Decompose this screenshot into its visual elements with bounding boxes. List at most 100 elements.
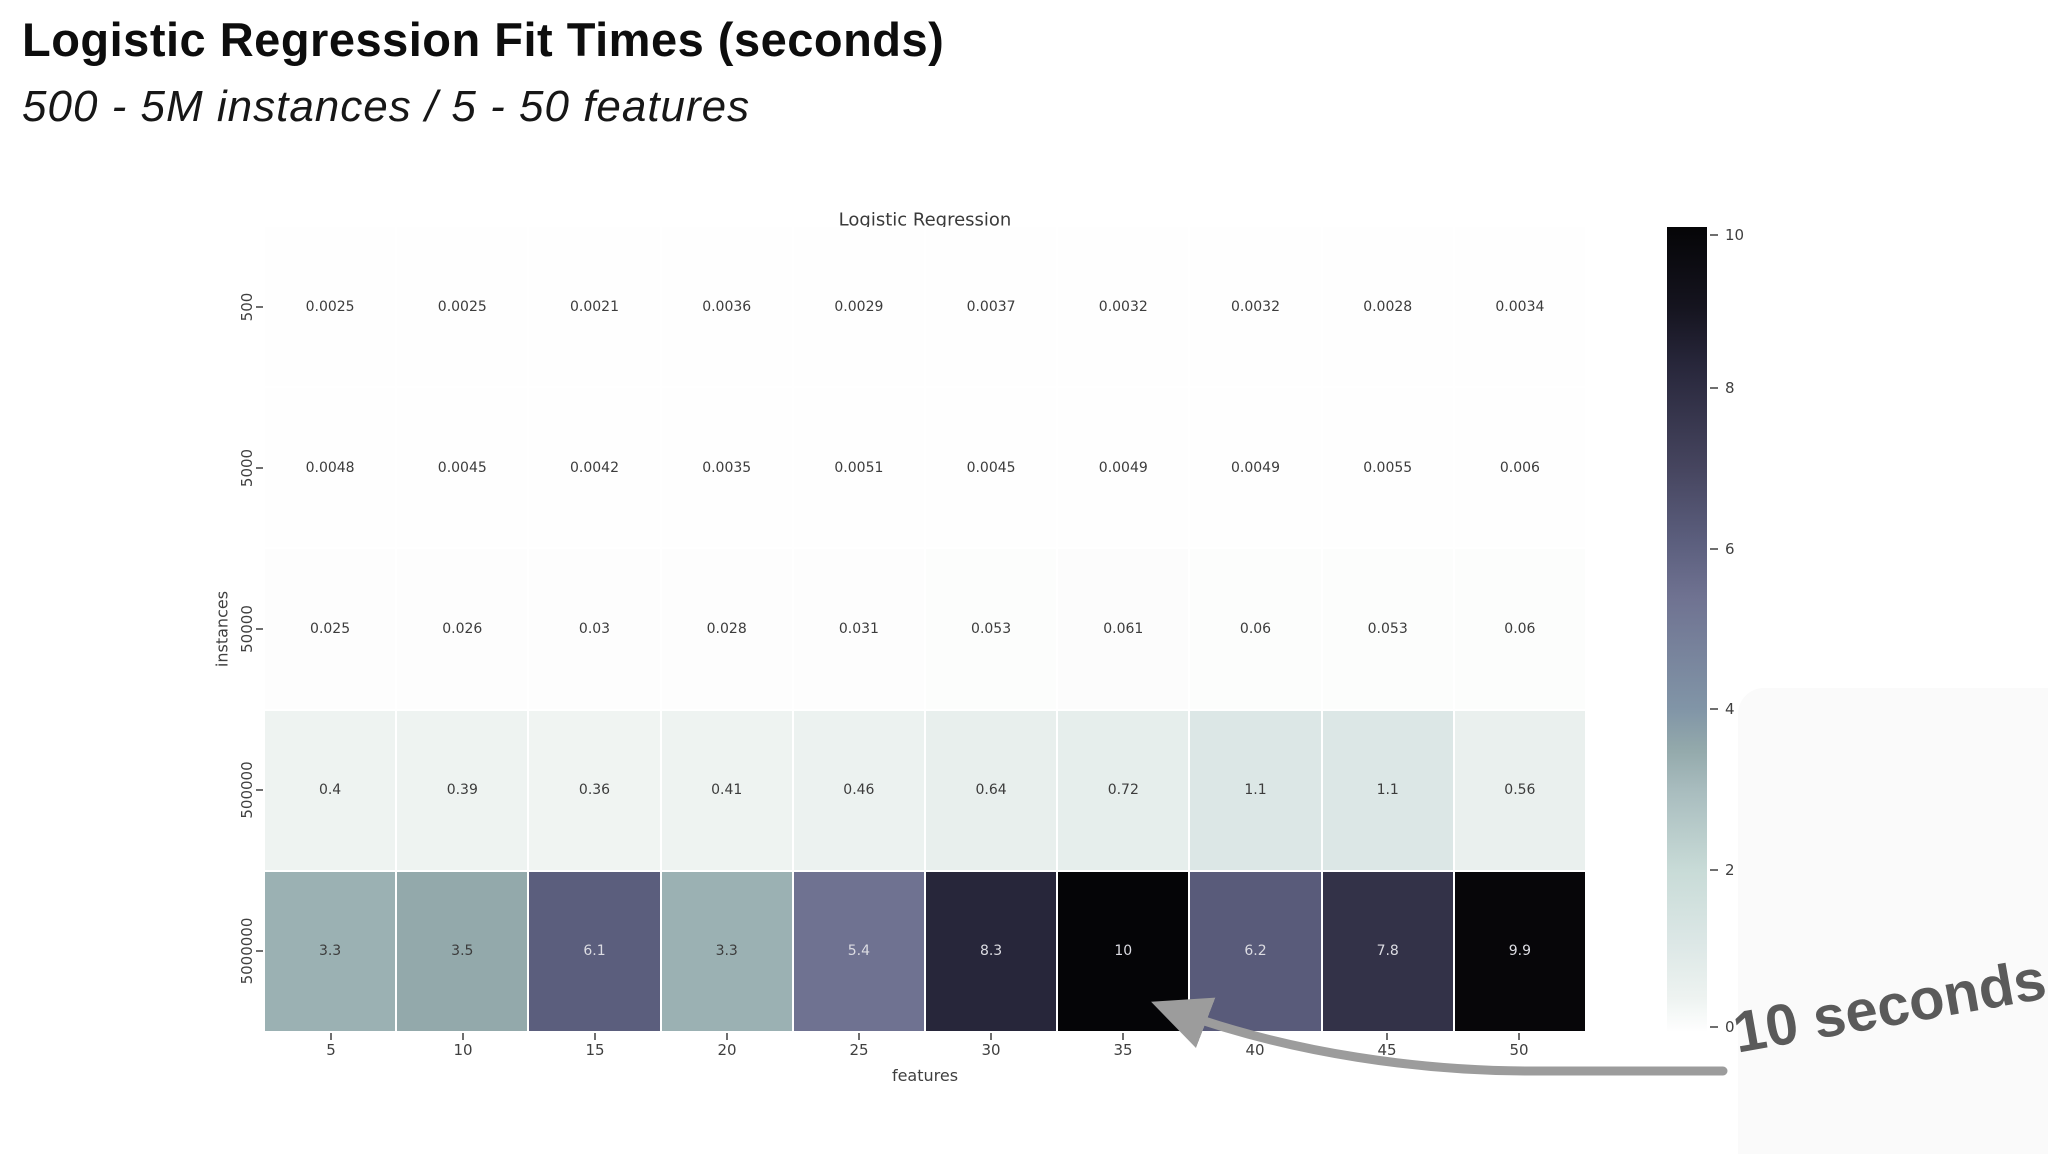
- cell-500000-15: 0.36: [529, 710, 660, 870]
- x-tick-mark: [990, 1033, 992, 1040]
- cell-50000-50: 0.06: [1454, 549, 1585, 709]
- y-tick-500: 500: [238, 293, 256, 322]
- cell-500-45: 0.0028: [1322, 227, 1453, 387]
- y-tick-mark: [256, 306, 263, 309]
- cell-5000-15: 0.0042: [529, 388, 660, 548]
- x-axis-label: features: [891, 1066, 959, 1085]
- cell-500000-5: 0.4: [265, 710, 396, 870]
- x-tick-mark: [1386, 1033, 1388, 1040]
- cell-500-25: 0.0029: [793, 227, 924, 387]
- x-tick-mark: [1122, 1033, 1124, 1040]
- cell-50000-45: 0.053: [1322, 549, 1453, 709]
- cell-500-30: 0.0037: [925, 227, 1057, 387]
- x-tick-20: 20: [717, 1041, 737, 1059]
- colorbar-tick-mark: [1710, 708, 1718, 711]
- x-tick-35: 35: [1113, 1041, 1133, 1059]
- cell-5000-20: 0.0035: [661, 388, 792, 548]
- colorbar-tick-0: 0: [1725, 1018, 1735, 1036]
- cell-500000-50: 0.56: [1454, 710, 1585, 870]
- x-tick-10: 10: [453, 1041, 473, 1059]
- y-tick-mark: [256, 467, 263, 470]
- cell-50000-40: 0.06: [1190, 549, 1321, 709]
- y-axis-label: instances: [212, 590, 232, 668]
- cell-500000-25: 0.46: [793, 710, 924, 870]
- cell-50000-5: 0.025: [265, 549, 396, 709]
- cell-5000-45: 0.0055: [1322, 388, 1453, 548]
- y-tick-mark: [256, 628, 263, 630]
- cell-50000-35: 0.061: [1058, 549, 1189, 709]
- y-tick-500000: 500000: [238, 761, 256, 819]
- y-tick-5000000: 5000000: [238, 917, 256, 984]
- cell-500-5: 0.0025: [265, 227, 396, 387]
- x-tick-5: 5: [326, 1041, 336, 1059]
- colorbar-tick-mark: [1710, 547, 1718, 550]
- y-tick-mark: [256, 788, 263, 791]
- page-title: Logistic Regression Fit Times (seconds): [22, 13, 945, 66]
- x-tick-mark: [858, 1033, 860, 1040]
- cell-500000-35: 0.72: [1058, 710, 1189, 870]
- cell-500-35: 0.0032: [1058, 227, 1189, 387]
- cell-50000-20: 0.028: [661, 549, 792, 709]
- cell-5000000-20: 3.3: [661, 871, 792, 1031]
- cell-5000-35: 0.0049: [1058, 388, 1189, 548]
- cell-5000000-30: 8.3: [925, 871, 1057, 1031]
- colorbar-tick-2: 2: [1725, 861, 1735, 880]
- cell-50000-25: 0.031: [793, 549, 924, 709]
- cell-500-20: 0.0036: [661, 227, 792, 387]
- cell-5000-50: 0.006: [1454, 388, 1585, 548]
- x-tick-mark: [1518, 1033, 1520, 1040]
- cell-5000-40: 0.0049: [1190, 388, 1321, 548]
- cell-500000-45: 1.1: [1322, 710, 1453, 870]
- cell-500000-40: 1.1: [1190, 710, 1321, 870]
- y-tick-50000: 50000: [238, 605, 256, 653]
- cell-5000000-35: 10: [1058, 871, 1189, 1031]
- colorbar-tick-10: 10: [1725, 226, 1745, 244]
- colorbar-tick-4: 4: [1725, 700, 1735, 719]
- cell-500000-30: 0.64: [925, 710, 1057, 870]
- x-tick-mark: [1254, 1033, 1256, 1040]
- cell-500000-10: 0.39: [397, 710, 528, 870]
- cell-50000-15: 0.03: [529, 549, 660, 709]
- y-tick-5000: 5000: [238, 449, 256, 488]
- cell-500-10: 0.0025: [397, 227, 528, 387]
- x-tick-25: 25: [849, 1041, 869, 1059]
- colorbar: [1667, 227, 1707, 1031]
- cell-50000-10: 0.026: [397, 549, 528, 709]
- colorbar-tick-6: 6: [1725, 539, 1735, 558]
- cell-5000000-25: 5.4: [793, 871, 924, 1031]
- cell-500-50: 0.0034: [1454, 227, 1585, 387]
- colorbar-tick-8: 8: [1725, 378, 1735, 397]
- x-tick-mark: [726, 1033, 728, 1040]
- cell-50000-30: 0.053: [925, 549, 1057, 709]
- cell-5000-30: 0.0045: [925, 388, 1057, 548]
- cell-5000000-50: 9.9: [1454, 871, 1585, 1031]
- cell-5000000-40: 6.2: [1190, 871, 1321, 1031]
- colorbar-tick-mark: [1710, 234, 1718, 236]
- x-tick-30: 30: [981, 1041, 1001, 1059]
- colorbar-tick-mark: [1710, 869, 1718, 872]
- x-tick-mark: [462, 1033, 464, 1040]
- x-tick-mark: [330, 1033, 332, 1040]
- colorbar-tick-mark: [1710, 1026, 1718, 1028]
- heatmap: 0.0025 0.0025 0.0021 0.0036 0.0029 0.0037 0.00…: [265, 227, 1585, 1031]
- x-tick-40: 40: [1245, 1041, 1265, 1059]
- colorbar-tick-mark: [1710, 386, 1718, 389]
- cell-5000000-45: 7.8: [1322, 871, 1453, 1031]
- x-tick-50: 50: [1509, 1041, 1529, 1059]
- x-tick-45: 45: [1377, 1041, 1397, 1059]
- cell-500000-20: 0.41: [661, 710, 792, 870]
- chart-title: Logistic Regression: [838, 209, 1012, 231]
- cell-5000000-15: 6.1: [529, 871, 660, 1031]
- cell-5000-25: 0.0051: [793, 388, 924, 548]
- cell-500-40: 0.0032: [1190, 227, 1321, 387]
- page-subtitle: 500 - 5M instances / 5 - 50 features: [22, 82, 751, 131]
- cell-5000-10: 0.0045: [397, 388, 528, 548]
- cell-500-15: 0.0021: [529, 227, 660, 387]
- x-tick-15: 15: [585, 1041, 605, 1059]
- x-tick-mark: [594, 1033, 596, 1040]
- cell-5000-5: 0.0048: [265, 388, 396, 548]
- y-tick-mark: [256, 949, 263, 952]
- corner-highlight-panel: [1738, 688, 2048, 1154]
- cell-5000000-10: 3.5: [397, 871, 528, 1031]
